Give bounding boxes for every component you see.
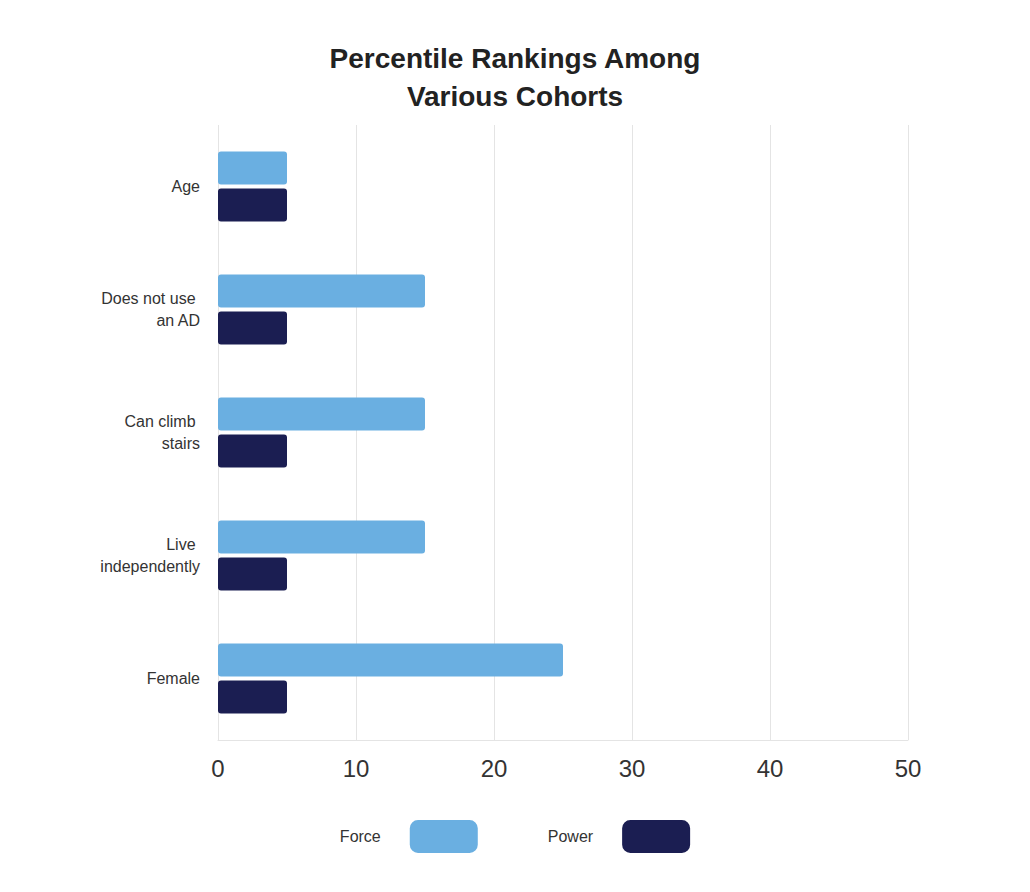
svg-text:an AD: an AD — [156, 312, 200, 329]
svg-text:Force: Force — [340, 828, 381, 845]
svg-text:Percentile Rankings Among: Percentile Rankings Among — [330, 43, 701, 74]
svg-text:independently: independently — [100, 558, 200, 575]
svg-text:0: 0 — [211, 755, 224, 782]
svg-text:Power: Power — [548, 828, 594, 845]
svg-text:Various Cohorts: Various Cohorts — [407, 81, 623, 112]
svg-text:10: 10 — [343, 755, 370, 782]
svg-text:40: 40 — [757, 755, 784, 782]
svg-text:stairs: stairs — [162, 435, 200, 452]
svg-text:Live: Live — [166, 536, 200, 553]
svg-text:Does not use: Does not use — [101, 290, 200, 307]
svg-text:Age: Age — [172, 178, 201, 195]
svg-text:Female: Female — [147, 670, 200, 687]
svg-text:30: 30 — [619, 755, 646, 782]
svg-text:20: 20 — [481, 755, 508, 782]
svg-text:Can climb: Can climb — [124, 413, 200, 430]
svg-text:50: 50 — [895, 755, 922, 782]
